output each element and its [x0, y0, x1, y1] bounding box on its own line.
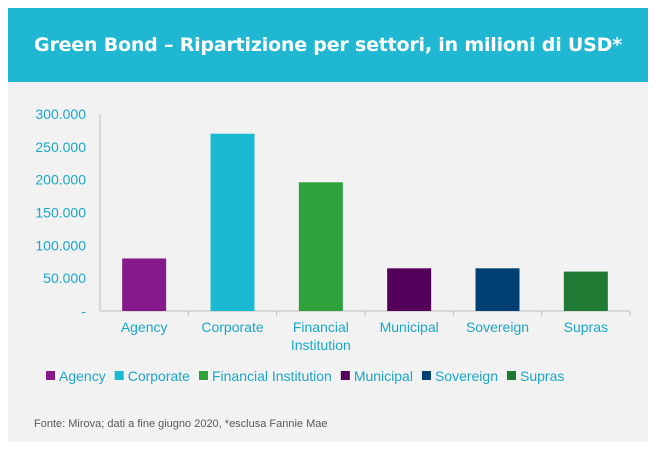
y-tick-label: 150.000 — [35, 205, 86, 221]
y-tick-label: 250.000 — [35, 139, 86, 155]
x-tick-label: Agency — [121, 319, 168, 335]
chart-title: Green Bond – Ripartizione per settori, i… — [34, 34, 622, 56]
bar-supras — [563, 271, 608, 311]
legend-label: Supras — [520, 368, 564, 384]
legend-label: Sovereign — [435, 368, 498, 384]
legend-label: Corporate — [128, 368, 190, 384]
legend-label: Municipal — [354, 368, 413, 384]
legend-swatch — [340, 371, 350, 380]
y-tick-label: 50.000 — [43, 270, 86, 286]
x-tick-label: Supras — [564, 319, 608, 335]
legend-swatch — [507, 371, 516, 380]
y-tick-label: - — [81, 303, 86, 319]
x-tick-label: Municipal — [380, 319, 439, 335]
legend-swatch — [198, 371, 208, 380]
bar-municipal — [387, 268, 432, 311]
x-tick-label: Institution — [291, 337, 351, 353]
y-tick-label: 100.000 — [35, 237, 86, 253]
chart-header: Green Bond – Ripartizione per settori, i… — [8, 8, 648, 82]
bar-financial-institution — [298, 182, 343, 311]
bar-corporate — [210, 133, 255, 311]
chart-card: Green Bond – Ripartizione per settori, i… — [8, 8, 648, 442]
source-footnote: Fonte: Mirova; dati a fine giugno 2020, … — [34, 418, 328, 430]
y-tick-label: 300.000 — [35, 106, 86, 122]
x-tick-label: Corporate — [201, 319, 263, 335]
legend-swatch — [114, 371, 124, 380]
bar-agency — [122, 258, 167, 311]
legend-swatch — [421, 371, 431, 380]
legend-label: Agency — [59, 368, 106, 384]
bar-chart: - 50.000 100.000 150.000 200.000 250.000 300.0… — [35, 106, 631, 384]
legend-swatch — [46, 371, 55, 380]
legend-label: Financial Institution — [212, 368, 332, 384]
x-tick-label: Financial — [293, 319, 349, 335]
bar-sovereign — [475, 268, 520, 311]
x-tick-label: Sovereign — [466, 319, 529, 335]
y-tick-label: 200.000 — [35, 172, 86, 188]
